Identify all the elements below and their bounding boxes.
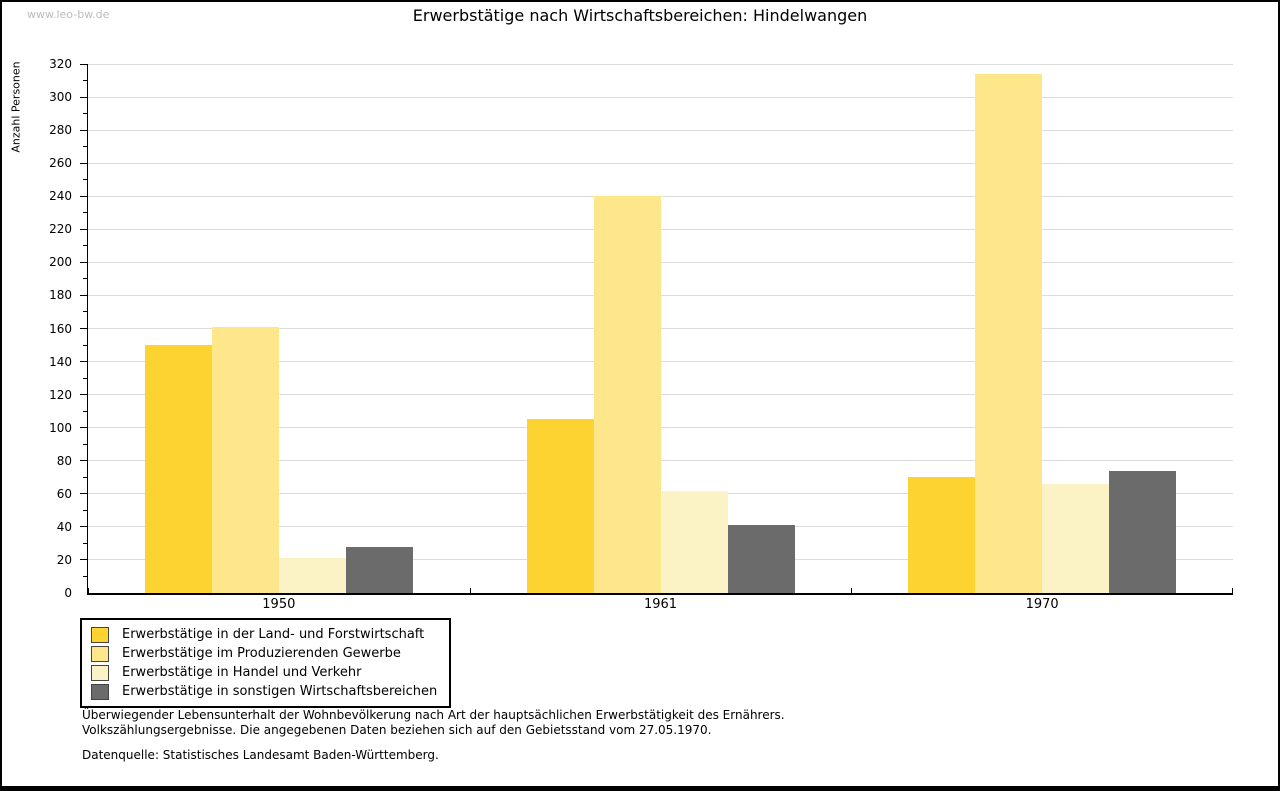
y-tick-label: 80 xyxy=(56,453,72,468)
y-axis-major-tick xyxy=(80,96,87,98)
y-tick-label: 280 xyxy=(49,123,72,138)
x-category-label: 1961 xyxy=(643,597,678,612)
y-axis-major-tick xyxy=(80,63,87,65)
legend-swatch xyxy=(91,664,109,681)
y-tick-label: 260 xyxy=(49,156,72,171)
y-tick-label: 320 xyxy=(49,57,72,71)
footnote: Überwiegender Lebensunterhalt der Wohnbe… xyxy=(82,708,785,737)
y-axis-minor-tick xyxy=(83,245,87,247)
bar-1961-series-1 xyxy=(527,419,594,593)
y-tick-label: 300 xyxy=(49,90,72,105)
y-axis-minor-tick xyxy=(83,311,87,313)
y-tick-label: 40 xyxy=(56,519,72,534)
legend-item: Erwerbstätige im Produzierenden Gewerbe xyxy=(91,644,437,663)
y-tick-label: 160 xyxy=(49,321,72,336)
y-tick-label: 120 xyxy=(49,387,72,402)
y-axis-major-tick xyxy=(80,526,87,528)
y-axis-minor-tick xyxy=(83,179,87,181)
y-tick-label: 220 xyxy=(49,222,72,237)
y-axis-minor-tick xyxy=(83,377,87,379)
y-axis-minor-tick xyxy=(83,476,87,478)
legend-label: Erwerbstätige in der Land- und Forstwirt… xyxy=(122,627,425,642)
y-tick-label: 180 xyxy=(49,288,72,303)
y-axis-major-tick xyxy=(80,361,87,363)
data-source-note: Datenquelle: Statistisches Landesamt Bad… xyxy=(82,748,439,762)
legend-item: Erwerbstätige in sonstigen Wirtschaftsbe… xyxy=(91,682,437,701)
legend-item: Erwerbstätige in der Land- und Forstwirt… xyxy=(91,625,437,644)
y-axis-major-tick xyxy=(80,294,87,296)
gridline xyxy=(88,96,1233,98)
legend-label: Erwerbstätige in Handel und Verkehr xyxy=(122,665,362,680)
chart-title: Erwerbstätige nach Wirtschaftsbereichen:… xyxy=(412,6,868,25)
y-axis-minor-tick xyxy=(83,542,87,544)
bar-1950-series-4 xyxy=(346,547,413,593)
bar-chart-plot-area: 1950 1961 1970 xyxy=(80,63,1233,612)
y-axis-tick-labels: 0 20 40 60 80 100 120 140 160 180 200 220 240 260 280 3… xyxy=(2,57,80,600)
legend-label: Erwerbstätige im Produzierenden Gewerbe xyxy=(122,646,401,661)
y-axis-minor-tick xyxy=(83,80,87,82)
x-axis-tick xyxy=(851,588,852,593)
y-tick-label: 0 xyxy=(64,586,72,600)
gridline xyxy=(88,162,1233,164)
y-axis-major-tick xyxy=(80,195,87,197)
y-tick-label: 200 xyxy=(49,255,72,270)
y-axis-major-tick xyxy=(80,328,87,329)
legend-swatch xyxy=(91,626,109,643)
x-category-label: 1970 xyxy=(1025,597,1059,612)
y-axis-minor-tick xyxy=(83,410,87,412)
bar-1970-series-3 xyxy=(1042,484,1109,593)
bar-1970-series-1 xyxy=(908,477,975,593)
bar-1950-series-1 xyxy=(145,345,212,593)
legend-swatch xyxy=(91,645,109,662)
bar-1970-series-4 xyxy=(1109,471,1176,593)
y-axis-major-tick xyxy=(80,394,87,396)
x-category-label: 1950 xyxy=(262,597,296,612)
y-axis-minor-tick xyxy=(83,443,87,445)
bar-1970-series-2 xyxy=(975,74,1042,593)
legend-label: Erwerbstätige in sonstigen Wirtschaftsbe… xyxy=(122,684,438,699)
y-axis-minor-tick xyxy=(83,278,87,280)
gridline xyxy=(88,129,1233,131)
y-axis-major-tick xyxy=(80,427,87,429)
y-tick-label: 240 xyxy=(49,189,72,204)
bar-1961-series-3 xyxy=(661,491,728,593)
bar-1961-series-2 xyxy=(594,196,661,593)
bar-1950-series-2 xyxy=(212,327,279,593)
y-axis-minor-tick xyxy=(83,509,87,511)
footnote-line-1: Überwiegender Lebensunterhalt der Wohnbe… xyxy=(82,708,785,722)
legend: Erwerbstätige in der Land- und Forstwirt… xyxy=(80,618,452,708)
y-axis-major-tick xyxy=(80,559,87,561)
y-axis-minor-tick xyxy=(83,575,87,577)
y-axis-major-tick xyxy=(80,228,87,230)
y-axis-major-tick xyxy=(80,493,87,495)
y-axis-minor-tick xyxy=(83,344,87,346)
y-tick-label: 140 xyxy=(49,354,72,369)
y-axis-major-tick xyxy=(80,261,87,263)
bar-1961-series-4 xyxy=(728,525,795,593)
y-tick-label: 60 xyxy=(56,486,72,501)
y-axis-minor-tick xyxy=(83,212,87,214)
x-axis-tick xyxy=(470,588,471,593)
bar-1950-series-3 xyxy=(279,558,346,593)
y-axis-minor-tick xyxy=(83,146,87,148)
y-axis-major-tick xyxy=(80,129,87,131)
y-tick-label: 20 xyxy=(56,552,72,567)
legend-swatch xyxy=(91,683,109,700)
y-axis-minor-tick xyxy=(83,113,87,115)
y-axis-major-tick xyxy=(80,162,87,164)
legend-item: Erwerbstätige in Handel und Verkehr xyxy=(91,663,437,682)
y-tick-label: 100 xyxy=(49,420,72,435)
x-axis-tick xyxy=(1232,588,1233,593)
footnote-line-2: Volkszählungsergebnisse. Die angegebenen… xyxy=(82,722,712,737)
x-axis-tick xyxy=(88,588,89,593)
watermark-leo-bw: www.leo-bw.de xyxy=(27,8,110,21)
gridline xyxy=(88,63,1233,65)
y-axis-major-tick xyxy=(80,460,87,462)
